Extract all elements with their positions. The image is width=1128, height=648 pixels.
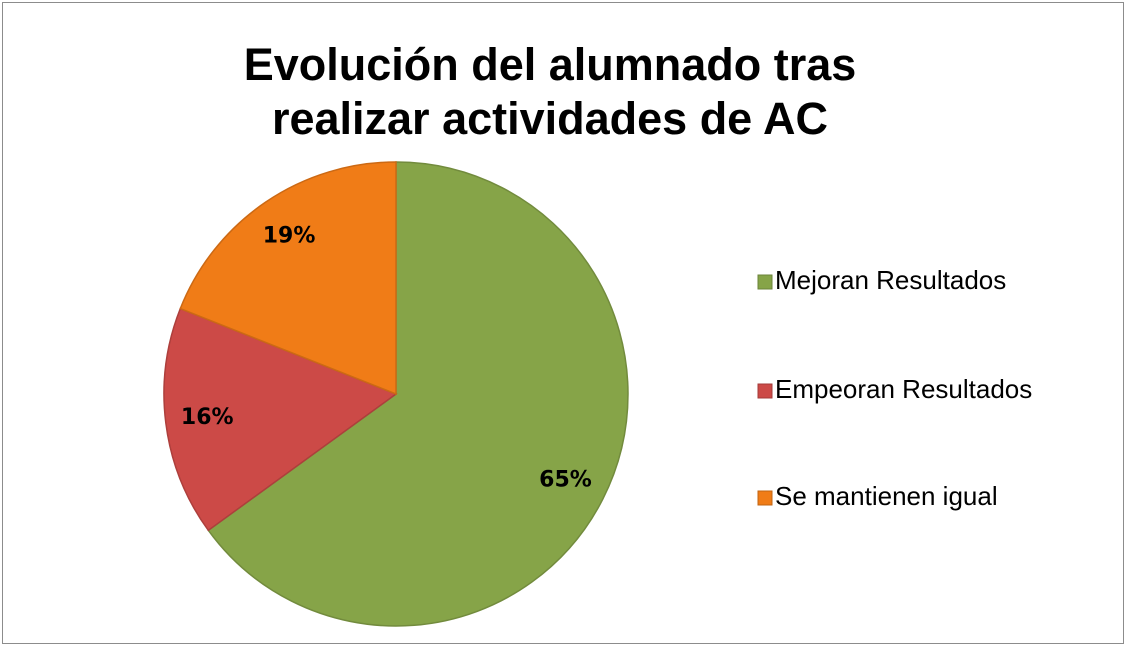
pie-slice xyxy=(207,161,629,627)
legend-label: Mejoran Resultados xyxy=(775,265,1006,295)
legend-label: Se mantienen igual xyxy=(775,481,998,511)
data-label: 65% xyxy=(539,467,592,492)
legend-marker xyxy=(757,274,773,290)
chart-title: Evolución del alumnado tras realizar act… xyxy=(243,39,857,144)
legend-marker xyxy=(757,383,773,399)
legend-label: Empeoran Resultados xyxy=(775,374,1032,404)
data-label: 16% xyxy=(181,405,234,430)
legend-marker xyxy=(757,490,773,506)
pie-slice xyxy=(163,307,398,532)
data-label: 19% xyxy=(263,224,316,249)
pie-slice xyxy=(179,161,397,396)
